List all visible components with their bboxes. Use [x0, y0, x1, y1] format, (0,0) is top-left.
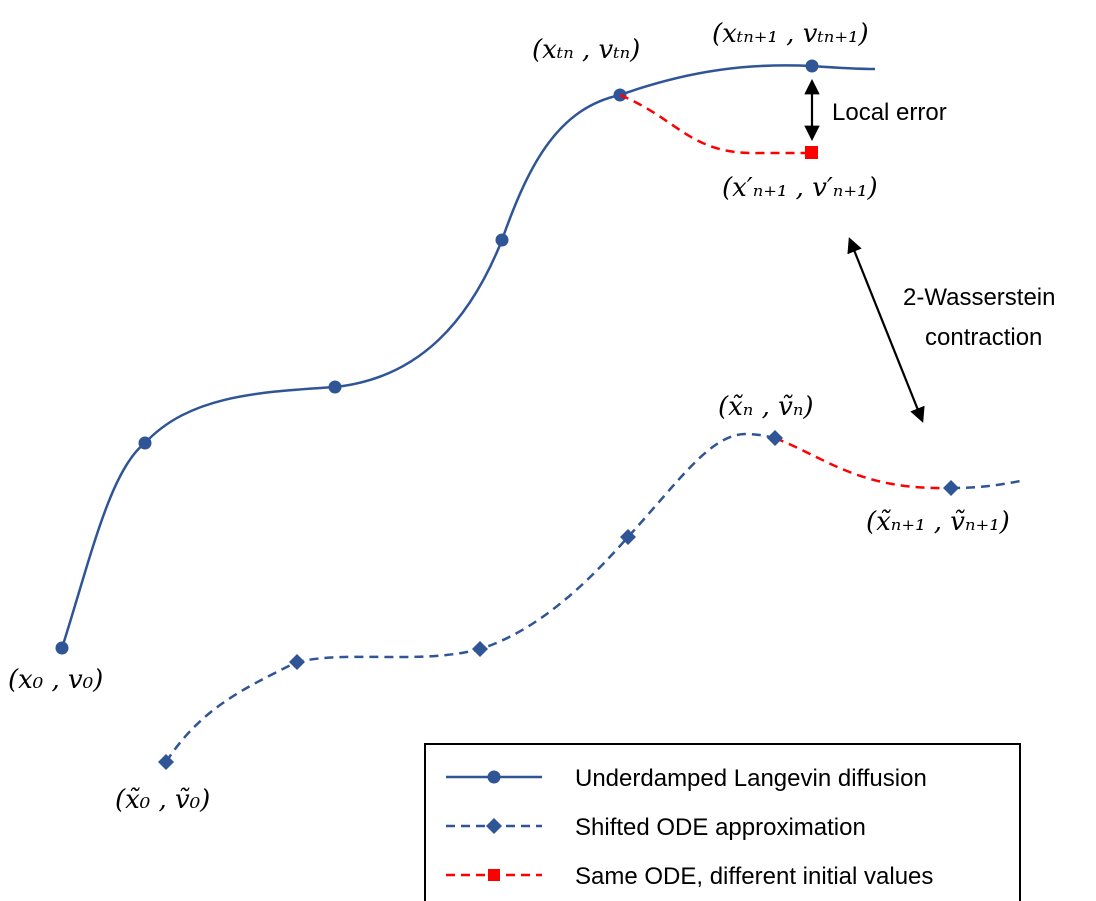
same-ode-lower-path	[774, 436, 952, 490]
langevin-point	[328, 380, 342, 394]
label-start-tilde: (x̃₀ , ṽ₀)	[115, 785, 210, 815]
same-ode-upper-point	[805, 146, 818, 159]
legend-label-langevin: Underdamped Langevin diffusion	[575, 765, 927, 792]
label-start-true: (x₀ , v₀)	[8, 665, 103, 695]
wasserstein-arrow	[847, 237, 925, 423]
legend-item-same-ode: Same ODE, different initial values	[446, 863, 933, 890]
langevin-point	[805, 59, 819, 73]
shifted-ode-points	[158, 430, 959, 770]
label-point-tilde-n1: (x̃ₙ₊₁ , ṽₙ₊₁)	[866, 507, 1010, 537]
label-point-tilde-n: (x̃ₙ , ṽₙ)	[718, 392, 814, 422]
legend: Underdamped Langevin diffusion Shifted O…	[424, 743, 1021, 901]
shifted-ode-point	[767, 430, 783, 446]
label-point-tn: (xₜₙ , vₜₙ)	[532, 35, 640, 65]
legend-item-shifted: Shifted ODE approximation	[446, 814, 866, 841]
legend-item-langevin: Underdamped Langevin diffusion	[446, 765, 927, 792]
shifted-ode-point	[158, 754, 174, 770]
langevin-point	[495, 233, 509, 247]
legend-label-shifted: Shifted ODE approximation	[575, 814, 866, 841]
shifted-ode-point	[943, 480, 959, 496]
wasserstein-label-line2: contraction	[925, 324, 1042, 351]
legend-label-same-ode: Same ODE, different initial values	[575, 863, 933, 890]
langevin-path	[60, 64, 876, 649]
shifted-ode-path	[164, 432, 776, 763]
shifted-ode-point	[472, 641, 488, 657]
wasserstein-label-line1: 2-Wasserstein	[903, 284, 1055, 311]
shifted-ode-point	[620, 529, 636, 545]
shifted-ode-tail	[950, 479, 1021, 490]
shifted-ode-point	[289, 654, 305, 670]
label-point-tn1: (xₜₙ₊₁ , vₜₙ₊₁)	[712, 19, 869, 49]
legend-diamond-marker	[486, 818, 502, 834]
langevin-point	[55, 641, 69, 655]
langevin-point	[138, 436, 152, 450]
legend-square-marker	[488, 869, 500, 881]
same-ode-upper-path	[619, 93, 812, 155]
local-error-label: Local error	[832, 99, 947, 126]
legend-circle-marker	[487, 770, 501, 784]
langevin-points	[55, 59, 819, 655]
label-point-prime: (x′ₙ₊₁ , v′ₙ₊₁)	[722, 173, 878, 203]
